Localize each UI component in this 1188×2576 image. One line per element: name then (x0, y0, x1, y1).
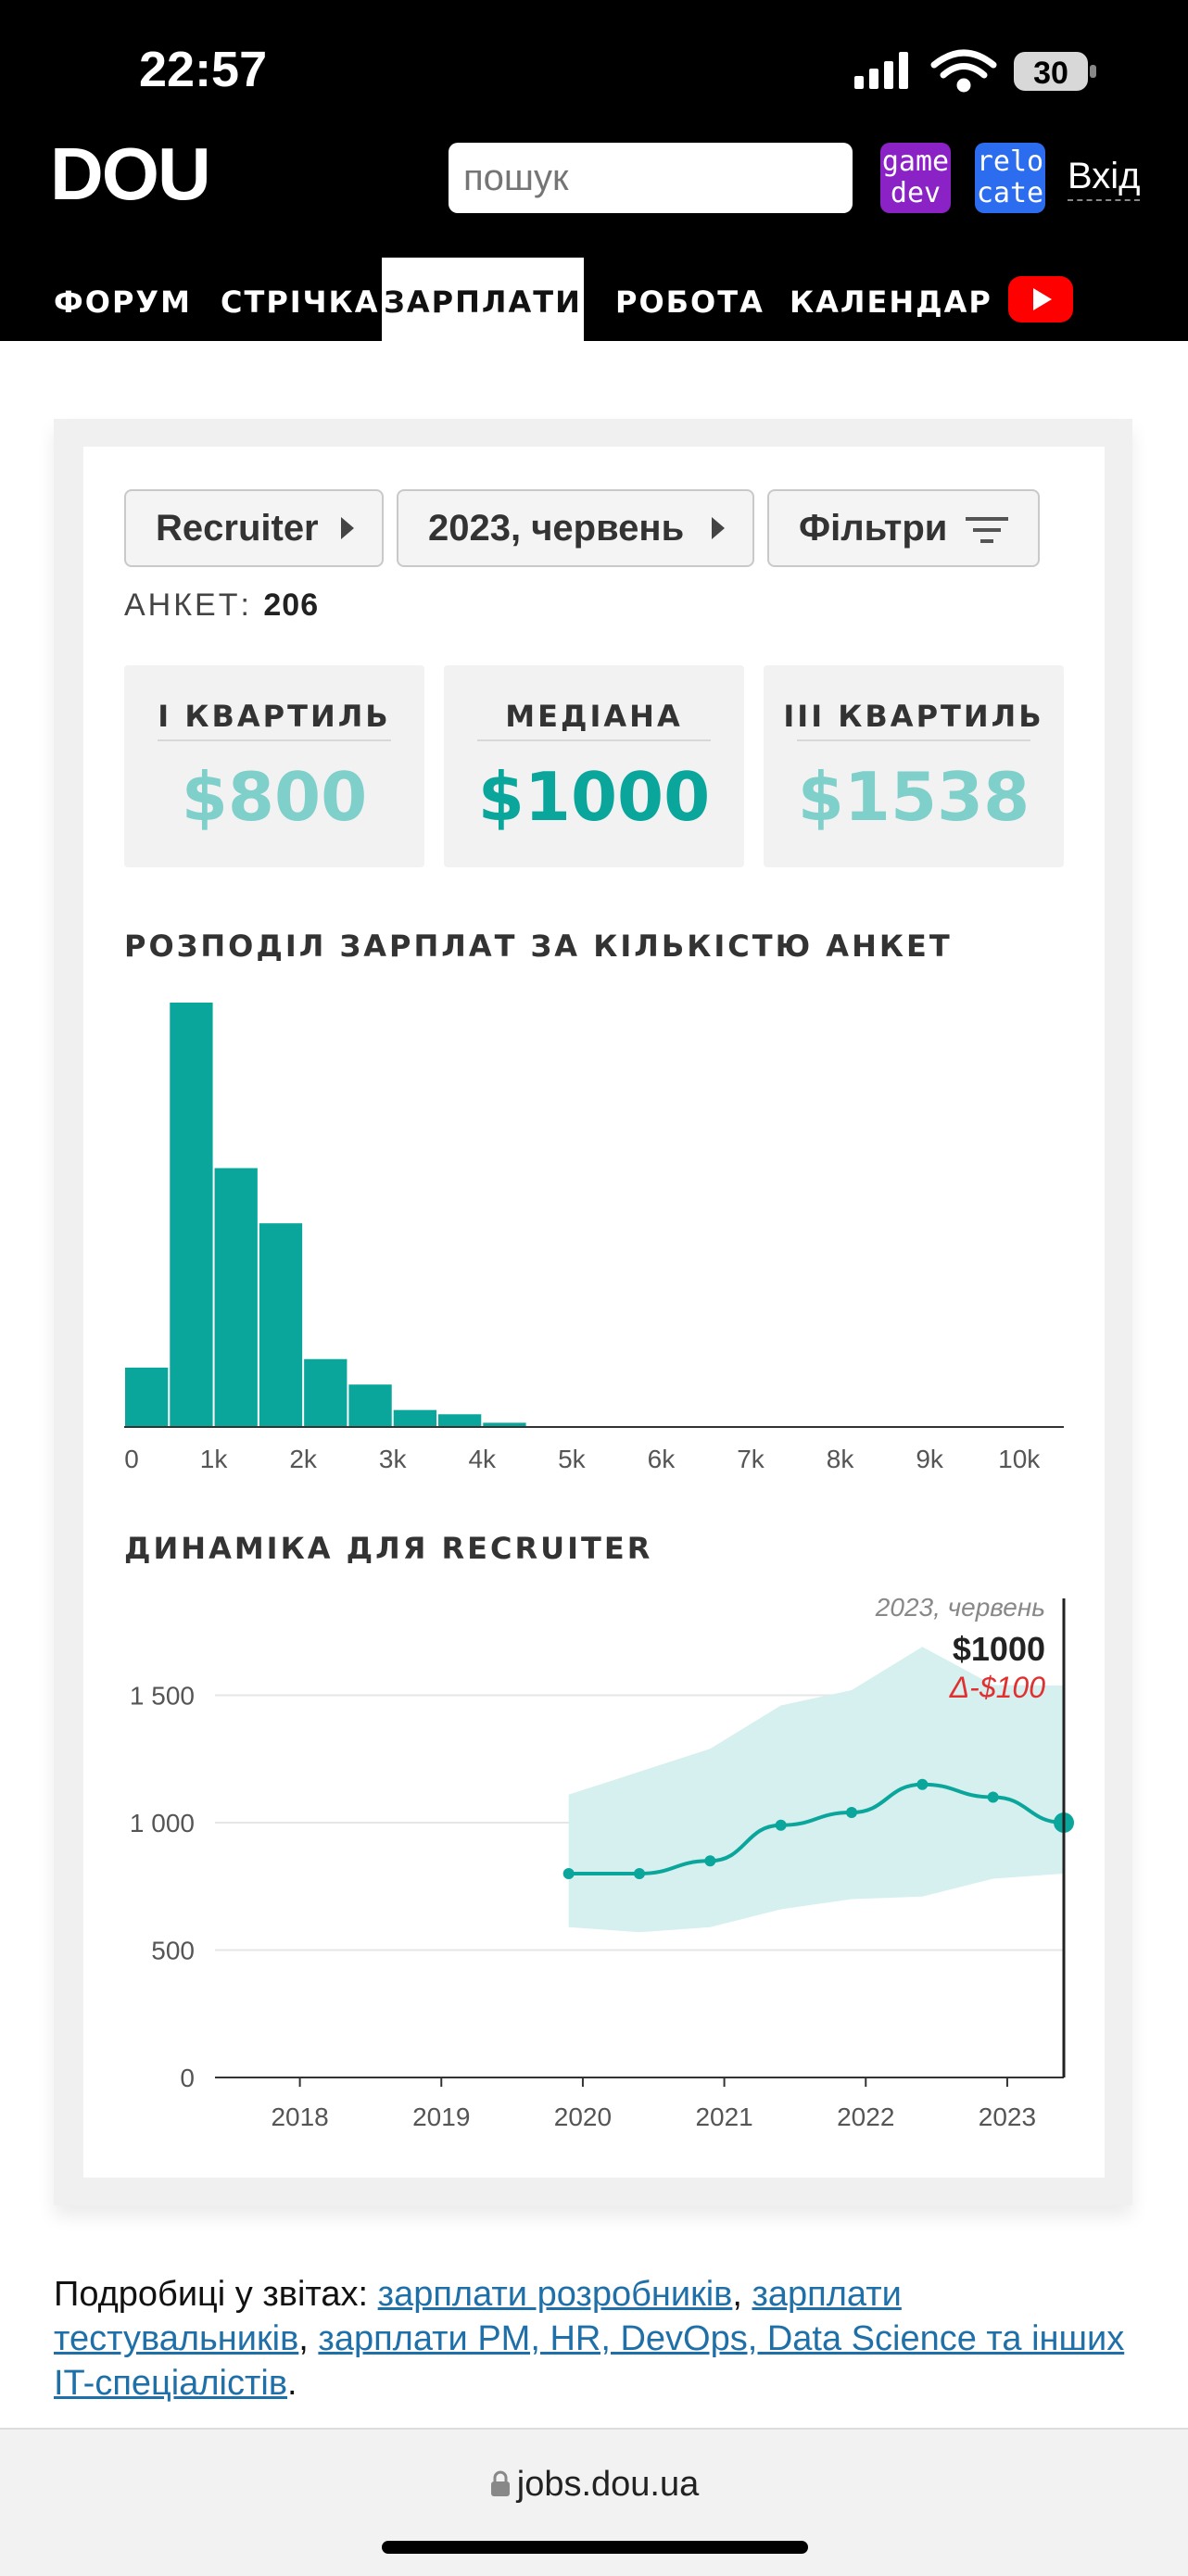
x-tick-label: 2020 (554, 2102, 612, 2131)
main-nav: ФОРУМ СТРІЧКА ЗАРПЛАТИ РОБОТА КАЛЕНДАР (0, 258, 1188, 341)
histogram-bar (483, 1422, 526, 1427)
search-input[interactable] (449, 143, 853, 213)
battery-icon: 30 (1014, 52, 1096, 91)
data-point (634, 1868, 645, 1879)
nav-jobs[interactable]: РОБОТА (615, 284, 765, 320)
data-point (916, 1778, 929, 1790)
histogram-tick-label: 6k (648, 1445, 676, 1473)
x-tick-label: 2019 (412, 2102, 470, 2131)
salary-dynamics-chart: 0 500 1 000 1 500 2018 2019 2020 2021 2022 2023 20… (130, 1593, 1074, 2131)
x-tick-label: 2023 (979, 2102, 1036, 2131)
dou-logo[interactable]: DOU (50, 133, 211, 215)
data-point (987, 1791, 999, 1803)
data-point (775, 1819, 787, 1831)
report-link-other[interactable]: зарплати PM, HR, DevOps, Data Science та… (54, 2319, 1125, 2403)
salary-histogram: 0 1k 2k 3k 4k 5k 6k 7k 8k 9k 10k (124, 1003, 1064, 1473)
y-tick-label: 500 (151, 1937, 195, 1965)
wifi-icon (930, 49, 997, 93)
report-link-testers[interactable]: зарплати тестувальників (54, 2275, 902, 2358)
histogram-bar (348, 1384, 392, 1427)
report-link-developers[interactable]: зарплати розробників (377, 2275, 733, 2314)
chevron-right-icon (712, 517, 725, 539)
quartile-3-box: III КВАРТИЛЬ $1538 (764, 665, 1064, 867)
histogram-bar (125, 1367, 169, 1427)
histogram-tick-label: 10k (998, 1445, 1041, 1473)
data-point (562, 1868, 575, 1879)
histogram-bar (304, 1358, 348, 1427)
y-tick-label: 1 000 (130, 1809, 195, 1837)
median-value: $1000 (477, 758, 711, 836)
youtube-icon[interactable] (1008, 276, 1073, 322)
home-indicator (382, 2541, 808, 2554)
x-tick-label: 2022 (837, 2102, 894, 2131)
status-icons: 30 (853, 44, 1103, 105)
tooltip-period: 2023, червень (875, 1593, 1045, 1622)
histogram-tick-label: 7k (737, 1445, 765, 1473)
x-tick-label: 2018 (271, 2102, 328, 2131)
x-tick-label: 2021 (695, 2102, 752, 2131)
histogram-tick-label: 4k (468, 1445, 497, 1473)
chevron-right-icon (341, 517, 354, 539)
url-text: jobs.dou.ua (516, 2465, 700, 2504)
dynamics-title: ДИНАМІКА ДЛЯ RECRUITER (124, 1531, 653, 1566)
histogram-tick-label: 1k (200, 1445, 229, 1473)
histogram-tick-label: 3k (379, 1445, 408, 1473)
histogram-title: РОЗПОДІЛ ЗАРПЛАТ ЗА КІЛЬКІСТЮ АНКЕТ (124, 928, 953, 964)
histogram-tick-label: 5k (558, 1445, 587, 1473)
y-tick-label: 1 500 (130, 1682, 195, 1711)
histogram-bar (170, 1003, 213, 1427)
filter-icon (966, 517, 1008, 543)
histogram-tick-label: 9k (916, 1445, 944, 1473)
filters-button[interactable]: Фільтри (767, 489, 1040, 567)
data-point (846, 1807, 857, 1818)
nav-calendar[interactable]: КАЛЕНДАР (790, 284, 992, 320)
reports-note: Подробиці у звітах: зарплати розробників… (54, 2275, 1125, 2403)
histogram-tick-label: 0 (124, 1445, 139, 1473)
nav-feed[interactable]: СТРІЧКА (221, 284, 380, 320)
histogram-bar (438, 1414, 482, 1427)
y-tick-label: 0 (180, 2064, 195, 2092)
histogram-bar (214, 1168, 258, 1427)
data-point (704, 1855, 716, 1867)
median-box: МЕДІАНА $1000 (444, 665, 744, 867)
histogram-bar (259, 1223, 303, 1427)
quartile-1-value: $800 (181, 758, 368, 836)
status-time: 22:57 (139, 42, 268, 97)
histogram-tick-label: 2k (289, 1445, 318, 1473)
nav-forum[interactable]: ФОРУМ (54, 284, 192, 320)
lock-icon (490, 2470, 510, 2496)
survey-count: АНКЕТ: 206 (124, 587, 320, 623)
quartile-3-value: $1538 (797, 758, 1030, 836)
histogram-bar (393, 1409, 436, 1427)
login-link[interactable]: Вхід (1068, 156, 1141, 201)
tooltip-value: $1000 (953, 1630, 1045, 1668)
gamedev-link[interactable]: game dev (880, 143, 951, 213)
survey-count-value: 206 (263, 587, 320, 623)
nav-salaries[interactable]: ЗАРПЛАТИ (382, 258, 584, 341)
relocate-link[interactable]: relo cate (975, 143, 1045, 213)
battery-level: 30 (1033, 56, 1068, 91)
role-selector[interactable]: Recruiter (124, 489, 384, 567)
url-bar[interactable]: jobs.dou.ua (0, 2465, 1188, 2505)
histogram-tick-label: 8k (827, 1445, 855, 1473)
tooltip-delta: Δ-$100 (949, 1671, 1046, 1704)
quartile-1-box: I КВАРТИЛЬ $800 (124, 665, 424, 867)
signal-icon (854, 52, 908, 89)
period-selector[interactable]: 2023, червень (397, 489, 754, 567)
